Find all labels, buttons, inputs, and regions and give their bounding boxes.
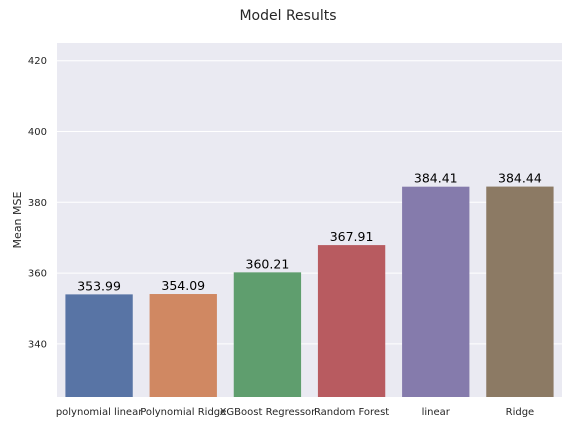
bar-value-label: 354.09 bbox=[161, 278, 205, 293]
bar-2 bbox=[233, 272, 302, 397]
bar-3 bbox=[317, 245, 386, 397]
bar-0 bbox=[65, 294, 133, 397]
x-tick-label: polynomial linear bbox=[56, 407, 143, 418]
x-tick-label: linear bbox=[422, 407, 451, 418]
gridlines bbox=[57, 60, 562, 345]
y-axis-ticks: 340 360 380 400 420 bbox=[28, 56, 47, 350]
plot-area bbox=[57, 43, 562, 397]
bar-value-label: 360.21 bbox=[246, 256, 290, 271]
y-axis-label: Mean MSE bbox=[11, 192, 24, 249]
bar-value-label: 384.41 bbox=[414, 171, 458, 186]
bar-value-label: 367.91 bbox=[330, 229, 374, 244]
bar-5 bbox=[486, 186, 554, 397]
y-tick-label: 420 bbox=[28, 56, 47, 67]
x-tick-label: Random Forest bbox=[314, 407, 389, 418]
x-tick-label: Ridge bbox=[506, 407, 535, 418]
bar-value-label: 353.99 bbox=[77, 278, 121, 293]
x-tick-label: XGBoost Regressor bbox=[220, 407, 317, 418]
x-tick-label: Polynomial Ridge bbox=[140, 407, 226, 418]
y-tick-label: 340 bbox=[28, 339, 47, 350]
bars bbox=[65, 186, 554, 397]
y-tick-label: 360 bbox=[28, 269, 47, 280]
chart-title: Model Results bbox=[239, 8, 336, 24]
data-labels: 353.99 354.09 360.21 367.91 384.41 384.44 bbox=[77, 171, 542, 294]
bar-value-label: 384.44 bbox=[498, 171, 542, 186]
y-tick-label: 380 bbox=[28, 198, 47, 209]
bar-4 bbox=[402, 186, 470, 397]
y-tick-label: 400 bbox=[28, 127, 47, 138]
bar-1 bbox=[149, 294, 217, 397]
